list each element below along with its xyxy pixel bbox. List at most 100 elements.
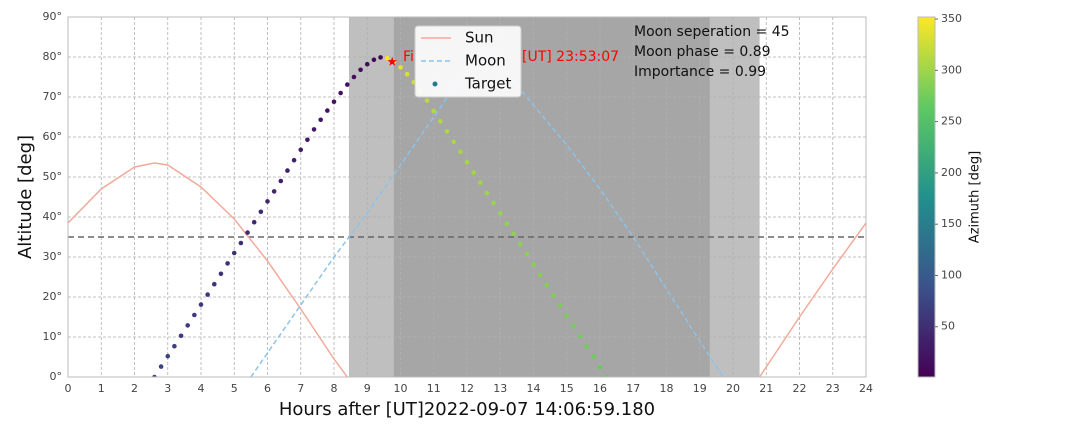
x-tick-label: 5 bbox=[231, 382, 238, 395]
target-point bbox=[531, 262, 536, 267]
x-tick-label: 6 bbox=[264, 382, 271, 395]
target-point bbox=[245, 230, 250, 235]
target-point bbox=[258, 209, 264, 215]
target-point bbox=[524, 251, 530, 257]
x-tick-label: 3 bbox=[164, 382, 171, 395]
x-tick-label: 2 bbox=[131, 382, 138, 395]
target-point bbox=[351, 74, 357, 80]
target-point bbox=[491, 200, 496, 206]
target-marker bbox=[387, 56, 397, 66]
target-point bbox=[551, 293, 556, 298]
target-point bbox=[318, 117, 324, 123]
target-point bbox=[584, 344, 589, 349]
y-tick-label: 30° bbox=[43, 250, 63, 263]
x-tick-label: 16 bbox=[593, 382, 607, 395]
x-tick-label: 24 bbox=[859, 382, 873, 395]
colorbar-tick-label: 300 bbox=[941, 63, 962, 76]
y-tick-label: 20° bbox=[43, 290, 63, 303]
target-point bbox=[511, 231, 516, 237]
x-tick-label: 14 bbox=[527, 382, 541, 395]
target-point bbox=[172, 343, 177, 349]
target-point bbox=[577, 333, 583, 339]
target-point bbox=[398, 65, 403, 70]
target-point bbox=[451, 139, 457, 145]
target-point bbox=[371, 57, 377, 63]
plot-frame bbox=[67, 16, 867, 378]
x-tick-label: 17 bbox=[626, 382, 640, 395]
annotation: Importance = 0.99 bbox=[634, 64, 766, 80]
target-label: Fi bbox=[403, 49, 414, 65]
y-tick-label: 90° bbox=[43, 10, 63, 23]
target-point bbox=[537, 272, 543, 278]
x-tick-label: 4 bbox=[198, 382, 205, 395]
colorbar-tick-label: 200 bbox=[941, 166, 962, 179]
target-point bbox=[604, 374, 609, 377]
target-point bbox=[557, 303, 563, 308]
x-tick-label: 22 bbox=[793, 382, 807, 395]
target-point bbox=[265, 199, 270, 204]
y-tick-label: 40° bbox=[43, 210, 63, 223]
colorbar-tick-label: 250 bbox=[941, 115, 962, 128]
y-axis-label: Altitude [deg] bbox=[15, 135, 36, 259]
x-tick-label: 20 bbox=[726, 382, 740, 395]
target-point bbox=[571, 323, 576, 329]
x-tick-label: 11 bbox=[427, 382, 441, 395]
target-point bbox=[484, 190, 490, 196]
target-point bbox=[497, 211, 503, 216]
target-point bbox=[158, 364, 164, 369]
target-point bbox=[591, 354, 596, 359]
x-tick-label: 9 bbox=[364, 382, 371, 395]
x-tick-label: 12 bbox=[460, 382, 474, 395]
target-point bbox=[331, 99, 337, 105]
target-point bbox=[225, 261, 230, 266]
y-tick-label: 60° bbox=[43, 130, 63, 143]
x-tick-label: 23 bbox=[826, 382, 840, 395]
x-tick-label: 8 bbox=[331, 382, 338, 395]
target-point bbox=[438, 119, 443, 124]
target-point bbox=[305, 137, 310, 143]
target-point bbox=[185, 323, 190, 328]
target-point bbox=[444, 129, 450, 134]
target-point bbox=[378, 55, 383, 60]
colorbar bbox=[917, 16, 936, 378]
colorbar-tick-label: 50 bbox=[941, 320, 955, 333]
x-tick-label: 13 bbox=[493, 382, 507, 395]
target-point bbox=[517, 241, 523, 247]
target-point bbox=[251, 219, 257, 225]
sun-line bbox=[68, 162, 866, 377]
y-tick-label: 0° bbox=[50, 370, 63, 383]
x-tick-label: 15 bbox=[560, 382, 574, 395]
target-point bbox=[471, 170, 476, 175]
target-point bbox=[345, 82, 350, 87]
x-tick-label: 7 bbox=[297, 382, 304, 395]
legend-label: Moon bbox=[465, 52, 506, 70]
colorbar-tick-label: 350 bbox=[941, 12, 962, 25]
target-point bbox=[597, 364, 603, 370]
target-point bbox=[165, 353, 171, 359]
target-point bbox=[358, 67, 363, 73]
x-tick-label: 0 bbox=[65, 382, 72, 395]
y-tick-label: 80° bbox=[43, 50, 63, 63]
legend-box bbox=[414, 25, 522, 98]
legend-label: Target bbox=[464, 75, 512, 93]
target-point bbox=[152, 374, 157, 377]
target-point bbox=[192, 312, 197, 318]
x-tick-label: 18 bbox=[660, 382, 674, 395]
annotation: Moon phase = 0.89 bbox=[634, 44, 771, 60]
target-point bbox=[231, 250, 237, 256]
x-axis-label: Hours after [UT]2022-09-07 14:06:59.180 bbox=[279, 399, 655, 420]
x-tick-label: 10 bbox=[394, 382, 408, 395]
x-tick-label: 21 bbox=[759, 382, 773, 395]
target-point bbox=[271, 189, 277, 194]
target-point bbox=[464, 159, 470, 165]
target-point bbox=[291, 157, 297, 163]
target-point bbox=[424, 98, 430, 103]
target-point bbox=[278, 178, 284, 184]
target-point bbox=[218, 271, 224, 277]
colorbar-tick-label: 100 bbox=[941, 268, 962, 281]
target-point bbox=[212, 281, 217, 287]
target-point bbox=[298, 147, 304, 153]
target-point bbox=[404, 71, 410, 77]
target-point bbox=[198, 302, 204, 307]
